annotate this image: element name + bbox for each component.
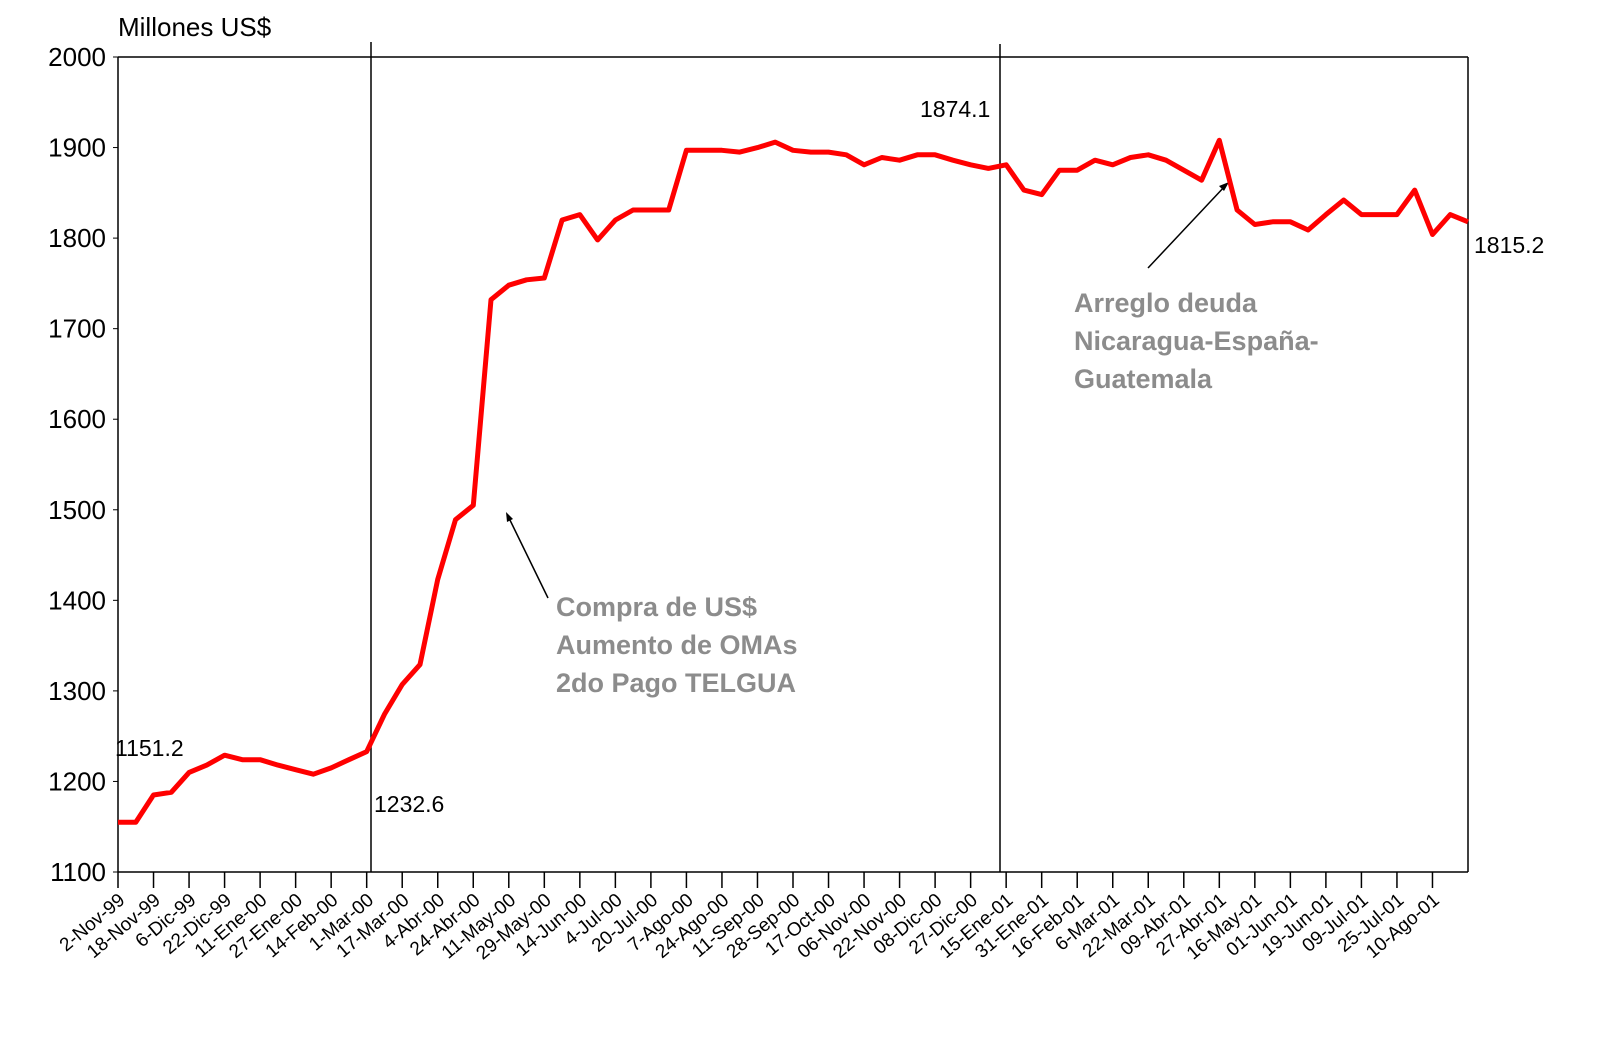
value-annotation: 1232.6 [374, 791, 444, 817]
note: Compra de US$ [556, 592, 757, 622]
note: Guatemala [1074, 364, 1213, 394]
note: 2do Pago TELGUA [556, 668, 796, 698]
value-annotation: 1874.1 [920, 96, 990, 122]
y-tick-label: 1900 [48, 133, 106, 163]
y-tick-label: 2000 [48, 42, 106, 72]
note: Nicaragua-España- [1074, 326, 1319, 356]
y-tick-label: 1800 [48, 223, 106, 253]
y-tick-label: 1700 [48, 314, 106, 344]
note: Arreglo deuda [1074, 288, 1258, 318]
value-annotation: 1815.2 [1474, 232, 1544, 258]
note-arrow [1147, 184, 1227, 269]
note-arrow-head [1219, 182, 1229, 191]
y-axis-title: Millones US$ [118, 12, 272, 42]
note: Aumento de OMAs [556, 630, 798, 660]
value-annotation: 1151.2 [115, 735, 184, 761]
note-arrow [507, 515, 549, 599]
y-tick-label: 1500 [48, 495, 106, 525]
y-tick-label: 1100 [50, 857, 106, 887]
y-tick-label: 1600 [48, 404, 106, 434]
note-arrow-head [506, 512, 513, 522]
y-tick-label: 1300 [48, 676, 106, 706]
data-line [118, 137, 1469, 825]
y-tick-label: 1400 [48, 585, 106, 615]
y-tick-label: 1200 [48, 766, 106, 796]
